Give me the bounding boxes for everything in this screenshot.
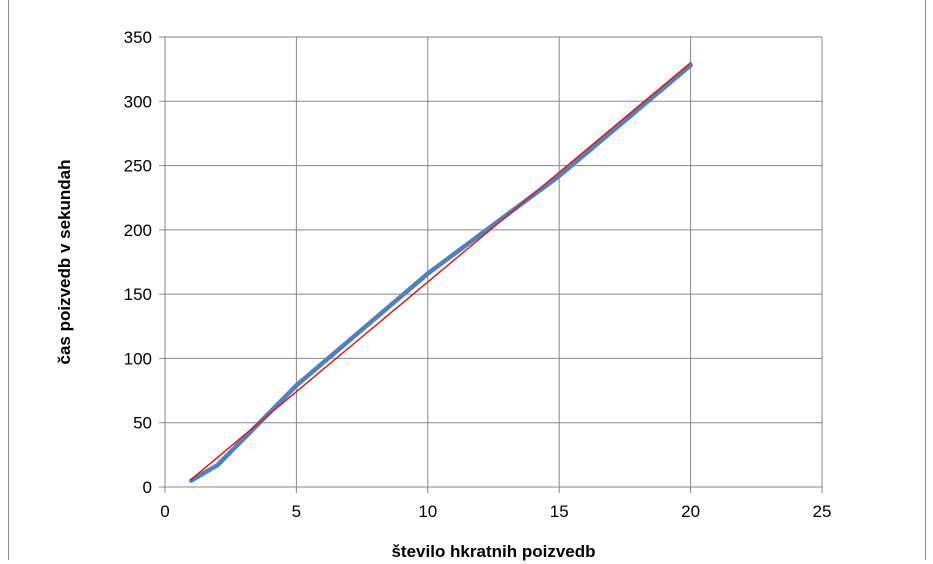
x-tick-label: 10 bbox=[418, 502, 437, 521]
x-axis-title: število hkratnih poizvedb bbox=[391, 542, 595, 561]
data-point bbox=[689, 61, 692, 64]
data-point bbox=[557, 173, 562, 179]
y-axis-title: čas poizvedb v sekundah bbox=[55, 159, 74, 364]
x-tick-label: 15 bbox=[550, 502, 569, 521]
gridlines bbox=[164, 36, 823, 488]
y-tick-labels: 0 50 100 150 200 250 300 350 bbox=[124, 28, 152, 497]
x-tick-label: 0 bbox=[160, 502, 169, 521]
y-tick-label: 300 bbox=[124, 92, 152, 111]
axes bbox=[159, 36, 823, 493]
y-tick-label: 0 bbox=[143, 478, 152, 497]
y-tick-label: 250 bbox=[124, 157, 152, 176]
chart-frame bbox=[8, 0, 926, 560]
y-tick-label: 150 bbox=[124, 285, 152, 304]
y-tick-label: 350 bbox=[124, 28, 152, 47]
series-line-2 bbox=[190, 61, 692, 481]
data-point bbox=[190, 478, 193, 481]
data-point bbox=[425, 271, 430, 276]
series-layer bbox=[189, 61, 693, 483]
series-line-1 bbox=[189, 63, 693, 483]
data-point bbox=[215, 462, 220, 468]
data-point bbox=[189, 478, 194, 483]
x-tick-label: 5 bbox=[292, 502, 301, 521]
x-tick-labels: 0 5 10 15 20 25 bbox=[160, 502, 831, 521]
y-tick-label: 200 bbox=[124, 221, 152, 240]
y-tick-label: 50 bbox=[133, 414, 152, 433]
y-tick-label: 100 bbox=[124, 349, 152, 368]
data-point bbox=[294, 383, 299, 388]
x-tick-label: 25 bbox=[813, 502, 832, 521]
x-tick-label: 20 bbox=[681, 502, 700, 521]
